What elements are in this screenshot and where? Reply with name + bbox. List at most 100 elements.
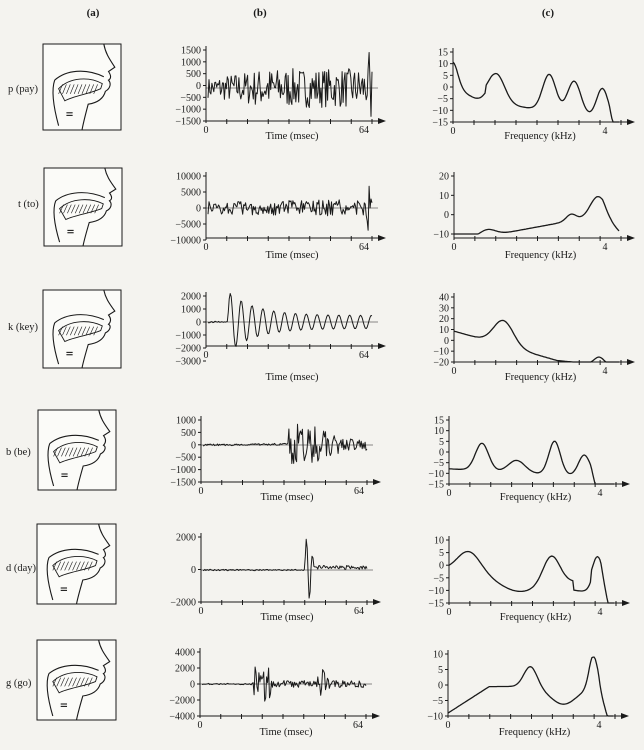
- tongue-hatch: [76, 447, 82, 457]
- wave-y-tick-label: −5000: [175, 220, 201, 231]
- spec-x-tick-label-end: 4: [598, 488, 603, 499]
- wave-x-tick-label-end: 64: [354, 606, 364, 617]
- phoneme-label: p (pay): [8, 84, 39, 95]
- spec-x-axis-label: Frequency (kHz): [500, 492, 572, 503]
- spectrum-curve: [448, 550, 614, 604]
- wave-x-tick-label-start: 0: [204, 125, 209, 136]
- phoneme-label: d (day): [6, 563, 37, 574]
- spec-y-tick-label: −5: [433, 573, 444, 584]
- spec-x-arrow: [627, 359, 635, 365]
- spec-x-tick-label-start: 0: [452, 366, 457, 377]
- tongue-hatch: [68, 677, 73, 687]
- wave-x-arrow: [378, 235, 386, 241]
- tongue-hatch: [88, 677, 93, 687]
- spec-y-tick-label: 10: [439, 325, 449, 336]
- spec-y-tick-label: −5: [432, 696, 443, 707]
- tongue-hatch: [89, 84, 94, 94]
- wave-x-axis-label: Time (msec): [260, 727, 313, 738]
- wave-x-tick-label-end: 64: [353, 720, 363, 731]
- spec-x-tick-label-start: 0: [446, 720, 451, 731]
- spectrum-curve: [453, 319, 619, 363]
- wave-y-tick-label: 2000: [176, 533, 196, 544]
- wave-y-tick-label: −10000: [170, 236, 201, 247]
- tongue-hatch: [81, 84, 87, 94]
- palate-outline: [48, 548, 99, 559]
- tongue-hatch: [60, 561, 65, 571]
- spec-y-tick-label: −15: [428, 599, 444, 610]
- wave-x-axis-label: Time (msec): [261, 492, 314, 503]
- spec-x-axis-label: Frequency (kHz): [505, 250, 577, 261]
- wave-x-tick-label-start: 0: [204, 350, 209, 361]
- wave-y-tick-label: 0: [191, 440, 196, 451]
- spec-y-tick-label: −5: [437, 94, 448, 105]
- tongue-hatch: [52, 677, 58, 687]
- tongue-hatch: [88, 447, 93, 457]
- wave-x-tick-label-end: 64: [359, 242, 369, 253]
- waveform-trace: [202, 538, 368, 599]
- spec-y-tick-label: −10: [433, 230, 449, 241]
- spec-y-tick-label: 5: [439, 548, 444, 559]
- wave-x-axis-label: Time (msec): [266, 372, 319, 383]
- pharynx-wall: [52, 322, 60, 365]
- wave-y-tick-label: 2000: [175, 664, 195, 675]
- wave-x-tick-label-start: 0: [199, 606, 204, 617]
- tongue-hatch: [85, 84, 91, 94]
- phoneme-label: g (go): [6, 678, 32, 689]
- face-profile: [82, 167, 117, 247]
- wave-x-tick-label-end: 64: [359, 350, 369, 361]
- spec-y-tick-label: 10: [434, 426, 444, 437]
- tongue-hatch: [85, 326, 91, 336]
- tongue-hatch: [78, 204, 84, 214]
- tongue-hatch: [73, 84, 79, 94]
- spec-y-tick-label: 5: [439, 437, 444, 448]
- palate-outline: [48, 664, 99, 675]
- spec-x-arrow: [622, 481, 630, 487]
- tongue-outline: [52, 556, 98, 578]
- tongue-outline: [58, 78, 103, 102]
- wave-y-tick-label: 0: [196, 204, 201, 215]
- wave-y-tick-label: −1000: [170, 465, 196, 476]
- spec-x-tick-label-start: 0: [447, 488, 452, 499]
- tongue-hatch: [76, 677, 81, 687]
- spec-y-tick-label: −10: [432, 106, 448, 117]
- wave-y-tick-label: 500: [181, 428, 196, 439]
- waveform-trace: [207, 185, 373, 231]
- pharynx-wall: [46, 557, 54, 601]
- waveform-trace: [207, 293, 373, 347]
- tongue-hatch: [80, 447, 86, 457]
- tongue-hatch: [72, 447, 78, 457]
- tongue-hatch: [80, 561, 85, 571]
- spec-x-axis-label: Frequency (kHz): [499, 727, 571, 738]
- spec-y-tick-label: 0: [444, 336, 449, 347]
- tongue-hatch: [94, 204, 99, 214]
- tongue-hatch: [84, 561, 89, 571]
- wave-x-arrow: [373, 479, 381, 485]
- spec-x-tick-label-end: 4: [598, 607, 603, 618]
- tongue-hatch: [89, 326, 94, 336]
- spec-x-axis-label: Frequency (kHz): [504, 131, 576, 142]
- wave-y-tick-label: −2000: [170, 598, 196, 609]
- phoneme-label: k (key): [8, 322, 39, 333]
- tongue-hatch: [90, 204, 95, 214]
- phoneme-label: b (be): [6, 447, 31, 458]
- spec-x-axis-label: Frequency (kHz): [505, 372, 577, 383]
- wave-x-tick-label-end: 64: [354, 486, 364, 497]
- wave-y-tick-label: −500: [180, 93, 201, 104]
- spec-x-tick-label-start: 0: [451, 126, 456, 137]
- tongue-hatch: [60, 677, 65, 687]
- tongue-hatch: [71, 204, 76, 214]
- tongue-hatch: [82, 204, 88, 214]
- tongue-hatch: [59, 204, 64, 214]
- tongue-hatch: [64, 677, 69, 687]
- spec-y-tick-label: 0: [439, 561, 444, 572]
- spec-x-arrow: [627, 119, 635, 125]
- tongue-outline: [53, 442, 98, 464]
- spec-y-tick-label: −10: [428, 469, 444, 480]
